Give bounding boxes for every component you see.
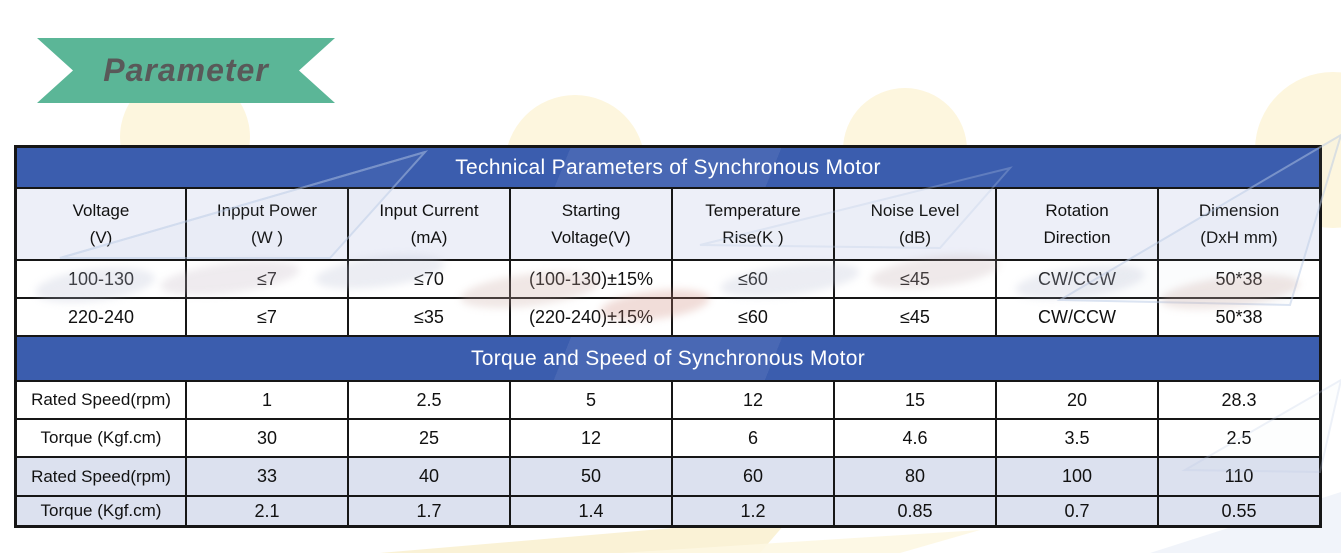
value-cell: 0.55 <box>1159 497 1319 525</box>
value-cell: 5 <box>511 382 671 418</box>
section1-title-bar: Technical Parameters of Synchronous Moto… <box>17 148 1319 187</box>
value-cell: 15 <box>835 382 995 418</box>
spec-cell: ≤45 <box>835 299 995 335</box>
value-cell: 40 <box>349 458 509 495</box>
value-cell: 33 <box>187 458 347 495</box>
spec-cell: ≤35 <box>349 299 509 335</box>
value-cell: 80 <box>835 458 995 495</box>
value-cell: 110 <box>1159 458 1319 495</box>
value-cell: 30 <box>187 420 347 456</box>
value-cell: 2.5 <box>1159 420 1319 456</box>
value-cell: 0.7 <box>997 497 1157 525</box>
value-cell: 4.6 <box>835 420 995 456</box>
value-cell: 12 <box>511 420 671 456</box>
row-label: Torque (Kgf.cm) <box>17 497 185 525</box>
value-cell: 6 <box>673 420 833 456</box>
value-cell: 28.3 <box>1159 382 1319 418</box>
column-header-input-power: Inpput Power (W ) <box>187 189 347 259</box>
row-label: Rated Speed(rpm) <box>17 382 185 418</box>
value-cell: 1 <box>187 382 347 418</box>
parameter-ribbon: Parameter <box>37 38 335 103</box>
spec-cell: ≤60 <box>673 261 833 297</box>
value-cell: 2.1 <box>187 497 347 525</box>
spec-cell: ≤70 <box>349 261 509 297</box>
column-header-dimension: Dimension (DxH mm) <box>1159 189 1319 259</box>
value-cell: 0.85 <box>835 497 995 525</box>
spec-cell: 220-240 <box>17 299 185 335</box>
spec-table: Technical Parameters of Synchronous Moto… <box>14 145 1322 528</box>
spec-cell: ≤7 <box>187 261 347 297</box>
value-cell: 50 <box>511 458 671 495</box>
row-label: Rated Speed(rpm) <box>17 458 185 495</box>
spec-cell: 100-130 <box>17 261 185 297</box>
value-cell: 3.5 <box>997 420 1157 456</box>
value-cell: 25 <box>349 420 509 456</box>
column-header-starting-voltage: Starting Voltage(V) <box>511 189 671 259</box>
value-cell: 60 <box>673 458 833 495</box>
value-cell: 1.2 <box>673 497 833 525</box>
value-cell: 12 <box>673 382 833 418</box>
spec-cell: ≤60 <box>673 299 833 335</box>
spec-cell: CW/CCW <box>997 261 1157 297</box>
spec-cell: 50*38 <box>1159 261 1319 297</box>
value-cell: 2.5 <box>349 382 509 418</box>
row-label: Torque (Kgf.cm) <box>17 420 185 456</box>
value-cell: 1.7 <box>349 497 509 525</box>
column-header-voltage: Voltage (V) <box>17 189 185 259</box>
column-header-noise-level: Noise Level (dB) <box>835 189 995 259</box>
spec-cell: (100-130)±15% <box>511 261 671 297</box>
column-header-input-current: Input Current (mA) <box>349 189 509 259</box>
section2-title-bar: Torque and Speed of Synchronous Motor <box>17 337 1319 380</box>
value-cell: 20 <box>997 382 1157 418</box>
spec-cell: ≤7 <box>187 299 347 335</box>
column-header-rotation-direction: Rotation Direction <box>997 189 1157 259</box>
spec-cell: ≤45 <box>835 261 995 297</box>
spec-cell: 50*38 <box>1159 299 1319 335</box>
spec-cell: CW/CCW <box>997 299 1157 335</box>
spec-cell: (220-240)±15% <box>511 299 671 335</box>
value-cell: 1.4 <box>511 497 671 525</box>
value-cell: 100 <box>997 458 1157 495</box>
ribbon-label: Parameter <box>103 52 269 88</box>
column-header-temperature-rise: Temperature Rise(K ) <box>673 189 833 259</box>
